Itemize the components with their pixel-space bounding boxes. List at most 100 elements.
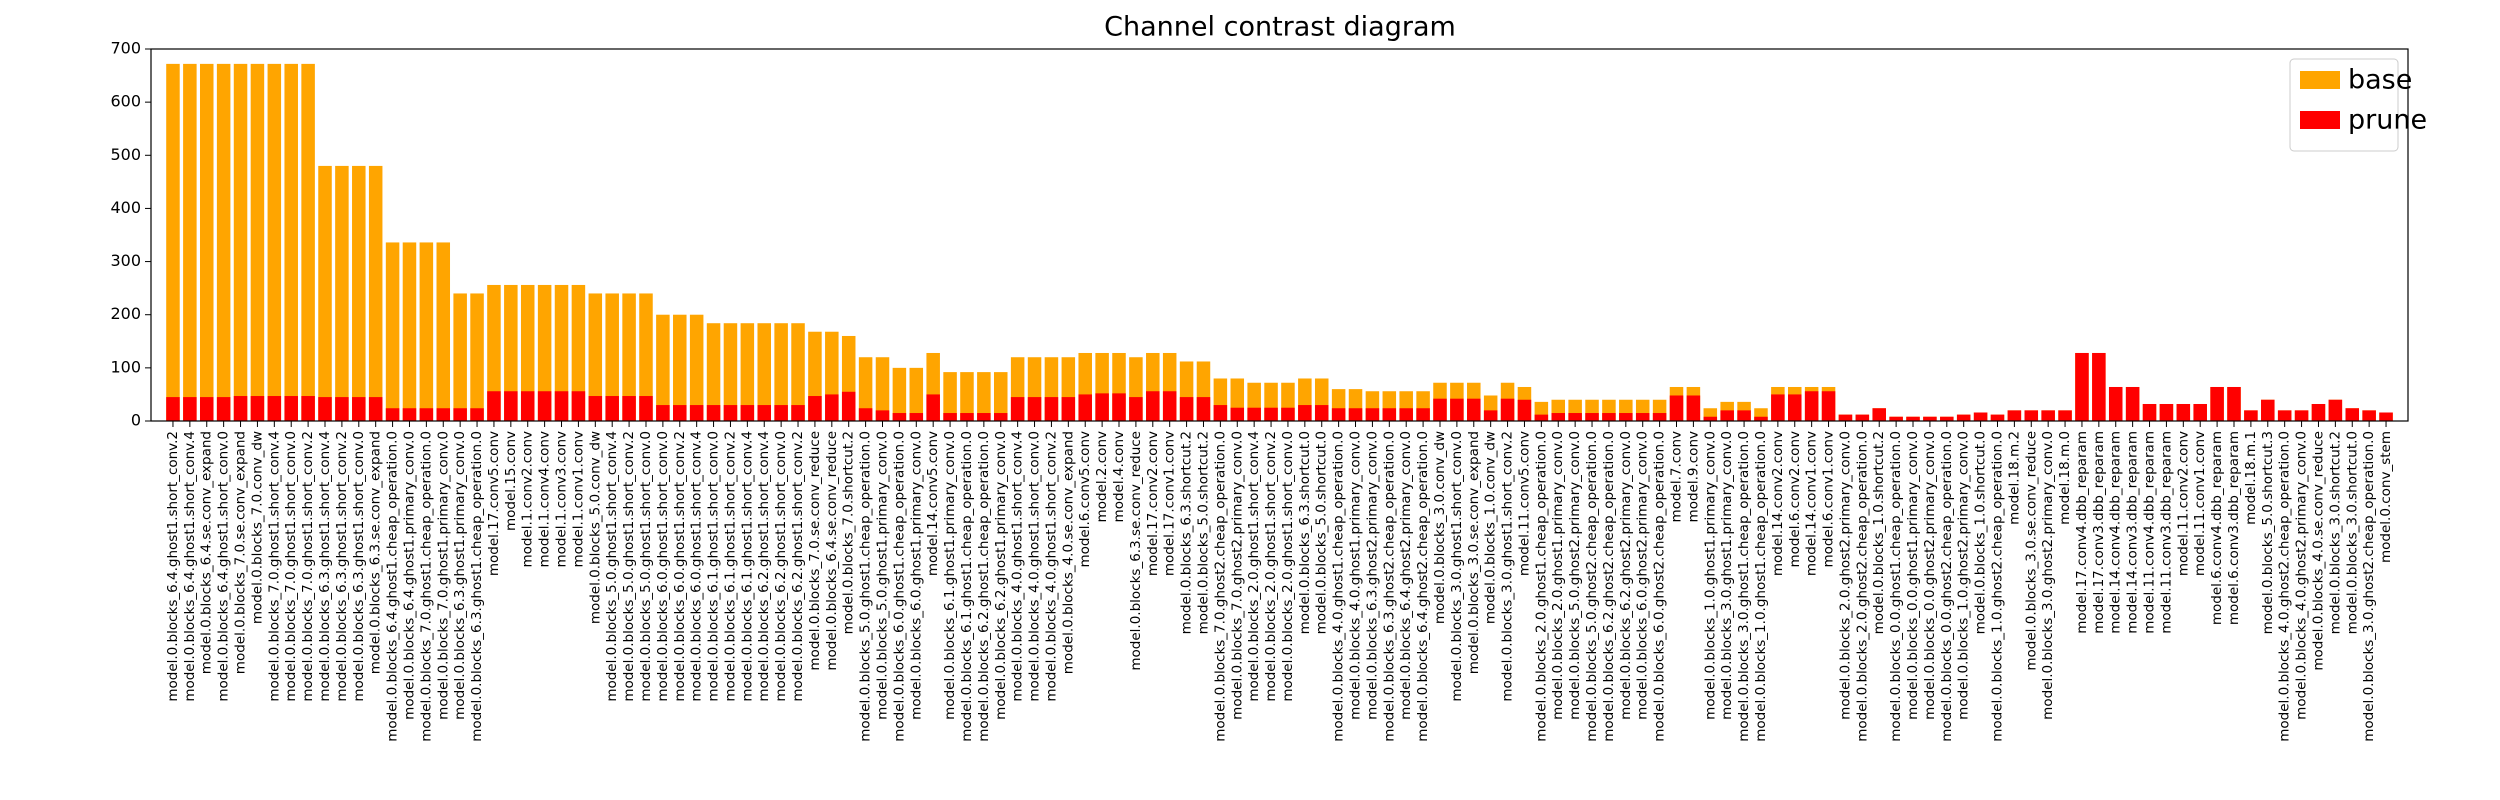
x-tick-label: model.0.blocks_6.4.ghost1.short_conv.0 — [216, 431, 232, 702]
bar — [588, 293, 603, 421]
x-tick-label: model.0.blocks_2.0.ghost1.primary_conv.0 — [1550, 431, 1566, 720]
x-tick-label: model.0.blocks_3.0.se.conv_reduce — [2023, 431, 2039, 671]
bar — [1889, 416, 1903, 421]
bar — [402, 242, 417, 421]
bar — [1044, 397, 1059, 421]
bar — [571, 284, 586, 421]
bar — [1804, 391, 1819, 421]
bar — [1010, 397, 1025, 421]
bar — [1467, 398, 1481, 421]
bar — [233, 396, 248, 421]
x-tick-label: model.0.blocks_1.0.shortcut.0 — [1973, 431, 1989, 634]
bar — [183, 63, 197, 421]
x-tick-label: model.0.blocks_2.0.ghost2.cheap_operatio… — [1854, 431, 1870, 742]
x-tick-label: model.18.m.2 — [2006, 431, 2022, 525]
bar — [2311, 403, 2326, 421]
bar — [504, 284, 518, 421]
y-tick-label: 100 — [110, 357, 141, 376]
x-tick-label: model.0.blocks_5.0.ghost1.primary_conv.0 — [874, 431, 890, 720]
bar — [1331, 408, 1346, 421]
x-tick-label: model.17.conv4.dbb_reparam — [2074, 431, 2090, 634]
bar — [858, 357, 873, 421]
bar — [335, 397, 349, 421]
x-tick-label: model.0.blocks_1.0.ghost1.primary_conv.0 — [1702, 431, 1718, 720]
plot-frame — [150, 48, 2409, 422]
x-tick-label: model.0.blocks_6.1.ghost1.short_conv.2 — [722, 431, 738, 702]
bar — [825, 394, 839, 421]
x-tick-label: model.9.conv — [1685, 431, 1701, 522]
bar — [757, 323, 771, 421]
bar — [1348, 408, 1363, 421]
bar — [723, 323, 738, 421]
x-tick-label: model.0.blocks_6.1.ghost1.short_conv.0 — [706, 431, 722, 702]
bar — [656, 405, 670, 421]
bar — [723, 405, 738, 421]
bar — [977, 372, 991, 421]
bar — [2362, 410, 2376, 421]
bar — [1821, 391, 1836, 421]
bar — [841, 391, 856, 421]
x-tick-label: model.14.conv4.dbb_reparam — [2108, 431, 2124, 634]
bar — [216, 397, 231, 421]
bar — [436, 408, 451, 421]
x-tick-label: model.0.blocks_6.3.ghost2.primary_conv.0 — [1364, 431, 1380, 720]
bar — [368, 397, 383, 421]
bar — [943, 372, 957, 421]
bar — [2294, 410, 2309, 421]
x-tick-label: model.18.m.1 — [2243, 431, 2259, 525]
bar — [1956, 414, 1971, 421]
x-tick-label: model.0.blocks_7.0.ghost1.short_conv.0 — [283, 431, 299, 702]
bar — [402, 408, 417, 421]
x-tick-label: model.0.blocks_5.0.ghost1.short_conv.4 — [604, 431, 620, 702]
x-tick-label: model.0.blocks_6.4.ghost1.short_conv.2 — [165, 431, 181, 702]
x-tick-label: model.0.blocks_6.1.ghost1.primary_conv.0 — [942, 431, 958, 720]
bar — [791, 323, 805, 421]
x-tick-label: model.0.blocks_7.0.ghost1.primary_conv.0 — [435, 431, 451, 720]
bar — [1720, 410, 1734, 421]
x-tick-label: model.0.blocks_6.2.ghost1.short_conv.0 — [773, 431, 789, 702]
bar — [943, 413, 957, 421]
bar — [1517, 399, 1532, 421]
x-tick-label: model.0.blocks_3.0.ghost1.short_conv.0 — [1449, 431, 1465, 702]
x-tick-label: model.11.conv2.conv — [2175, 431, 2191, 576]
bar — [1551, 413, 1566, 421]
x-tick-label: model.0.blocks_2.0.ghost2.primary_conv.0 — [1837, 431, 1853, 720]
x-tick-label: model.0.blocks_5.0.ghost1.cheap_operatio… — [858, 431, 874, 742]
bar — [1585, 413, 1599, 421]
bar — [250, 396, 265, 421]
x-tick-label: model.14.conv5.conv — [925, 431, 941, 576]
x-tick-label: model.17.conv2.conv — [1145, 431, 1161, 576]
x-tick-label: model.0.blocks_2.0.ghost1.cheap_operatio… — [1533, 431, 1549, 742]
x-tick-label: model.0.conv_stem — [2378, 431, 2394, 563]
bar — [639, 293, 653, 421]
x-tick-label: model.14.conv3.dbb_reparam — [2125, 431, 2141, 634]
bar — [1838, 414, 1853, 421]
bar — [673, 405, 687, 421]
bar — [1923, 416, 1937, 421]
bar — [2108, 386, 2123, 421]
bar — [537, 391, 552, 421]
bar — [1483, 410, 1498, 421]
x-tick-label: model.0.blocks_6.3.se.conv_expand — [368, 431, 384, 674]
bar — [875, 357, 890, 421]
bar — [1686, 395, 1701, 421]
x-tick-label: model.0.blocks_3.0.ghost1.primary_conv.0 — [1719, 431, 1735, 720]
bar — [909, 367, 924, 421]
x-tick-label: model.14.conv2.conv — [1770, 431, 1786, 576]
bar — [1399, 408, 1413, 421]
bar — [2024, 410, 2039, 421]
chart-title: Channel contrast diagram — [1104, 12, 1456, 43]
bar — [199, 63, 214, 421]
x-tick-label: model.6.conv2.conv — [1787, 431, 1803, 568]
x-tick-label: model.0.blocks_5.0.shortcut.2 — [1195, 431, 1211, 634]
legend-swatch — [2300, 111, 2340, 129]
bar — [2075, 352, 2089, 421]
bar — [183, 397, 197, 421]
bar — [352, 397, 366, 421]
x-tick-label: model.0.blocks_6.3.ghost1.short_conv.0 — [351, 431, 367, 702]
x-tick-label: model.1.conv3.conv — [554, 431, 570, 568]
bar — [453, 293, 467, 421]
bar — [267, 396, 282, 421]
bar — [757, 405, 771, 421]
